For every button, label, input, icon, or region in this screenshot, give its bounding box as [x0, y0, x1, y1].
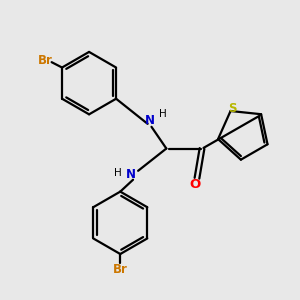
Text: Br: Br — [38, 54, 52, 67]
Text: O: O — [190, 178, 201, 191]
Text: N: N — [145, 114, 155, 128]
Text: S: S — [228, 102, 236, 115]
Text: H: H — [114, 168, 122, 178]
Text: Br: Br — [113, 263, 128, 276]
Text: N: N — [126, 168, 136, 181]
Text: H: H — [159, 109, 167, 119]
